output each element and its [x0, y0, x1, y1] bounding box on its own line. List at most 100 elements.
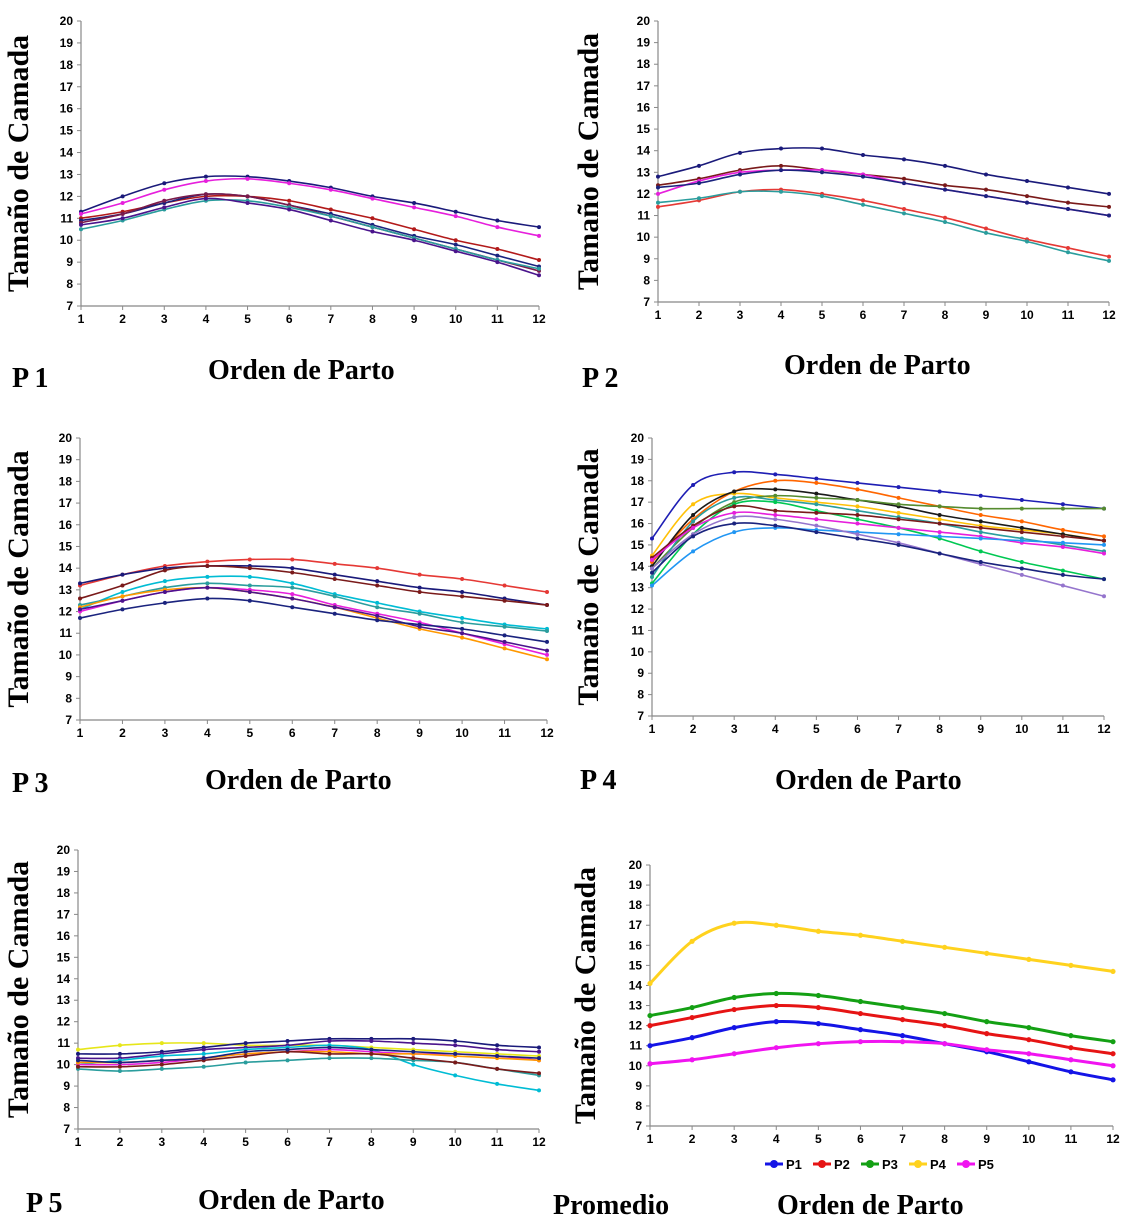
- x-tick-label: 1: [655, 308, 662, 322]
- y-tick-label: 19: [59, 453, 73, 467]
- data-point: [902, 176, 906, 181]
- series-p1-7: [79, 196, 541, 278]
- data-point: [495, 247, 500, 251]
- data-point: [76, 1047, 80, 1052]
- data-point: [647, 980, 653, 987]
- x-tick-label: 9: [410, 1135, 417, 1149]
- x-tick-label: 5: [815, 1132, 822, 1146]
- data-point: [647, 1012, 653, 1019]
- data-point: [201, 1041, 206, 1046]
- data-point: [896, 542, 901, 547]
- data-point: [815, 1041, 821, 1047]
- data-point: [1060, 568, 1065, 573]
- series-p5-8: [76, 1049, 541, 1076]
- data-point: [453, 209, 458, 214]
- y-tick-label: 17: [629, 918, 643, 932]
- chart-panel-promedio: 7 8 9 10 11 12 13 14 15 16 17 18 19 20 1 2 3 4 5 6 7 8 9 10 11 12…: [553, 830, 1121, 1221]
- data-point: [1102, 542, 1106, 547]
- data-point: [203, 174, 208, 179]
- series-line: [80, 175, 540, 228]
- data-point: [857, 1039, 864, 1045]
- x-tick-label: 1: [649, 722, 656, 736]
- data-point: [902, 181, 906, 186]
- data-point: [896, 510, 901, 515]
- y-tick-label: 7: [635, 1119, 642, 1133]
- data-point: [861, 198, 865, 203]
- data-point: [332, 561, 337, 566]
- data-point: [1107, 254, 1111, 259]
- y-tick-label: 15: [57, 950, 71, 964]
- series-line: [651, 495, 1105, 578]
- data-point: [855, 480, 860, 485]
- data-point: [978, 530, 983, 535]
- x-tick-label: 12: [1102, 308, 1116, 322]
- y-tick-label: 12: [629, 1019, 643, 1033]
- x-tick-label: 1: [647, 1132, 654, 1146]
- data-point: [1107, 258, 1111, 263]
- data-point: [537, 1088, 541, 1093]
- legend-label: P2: [834, 1157, 850, 1172]
- data-point: [120, 594, 125, 599]
- data-point: [1110, 1039, 1116, 1045]
- data-point: [942, 1023, 948, 1029]
- y-tick-label: 14: [60, 146, 74, 160]
- data-point: [375, 600, 380, 605]
- data-point: [857, 998, 864, 1005]
- data-point: [245, 176, 250, 181]
- data-point: [243, 1060, 248, 1065]
- data-point: [495, 253, 500, 258]
- x-tick-label: 5: [813, 722, 820, 736]
- data-point: [732, 521, 737, 526]
- series-p4-9: [650, 510, 1106, 562]
- data-point: [537, 273, 541, 278]
- data-point: [731, 1051, 737, 1057]
- x-tick-label: 10: [449, 1135, 463, 1149]
- data-point: [545, 657, 549, 662]
- data-point: [691, 512, 696, 517]
- series-line: [79, 565, 548, 606]
- data-point: [732, 504, 737, 509]
- data-point: [453, 1043, 458, 1048]
- series-line: [77, 1044, 540, 1092]
- x-tick-label: 8: [374, 726, 381, 740]
- data-point: [732, 495, 737, 500]
- data-point: [537, 266, 541, 271]
- data-point: [243, 1041, 248, 1046]
- series-line: [657, 188, 1110, 258]
- data-point: [689, 1004, 695, 1011]
- series-p2-4: [656, 168, 1111, 218]
- data-point: [411, 1036, 416, 1041]
- data-point: [1060, 572, 1065, 577]
- data-point: [537, 1056, 541, 1061]
- data-point: [453, 214, 458, 219]
- x-tick-label: 11: [1062, 308, 1075, 322]
- data-point: [814, 491, 819, 496]
- data-point: [814, 517, 819, 522]
- data-point: [691, 534, 696, 539]
- y-tick-label: 19: [60, 36, 74, 50]
- data-point: [117, 1060, 122, 1065]
- data-point: [1068, 962, 1074, 968]
- series-p2: [647, 1002, 1116, 1057]
- x-tick-label: 6: [286, 312, 293, 326]
- data-point: [537, 225, 541, 230]
- data-point: [773, 1045, 779, 1051]
- series-p4-7: [650, 500, 1106, 586]
- data-point: [545, 652, 549, 657]
- data-point: [453, 1051, 458, 1056]
- data-point: [691, 549, 696, 554]
- data-point: [855, 521, 860, 526]
- x-tick-label: 3: [737, 308, 744, 322]
- series-line: [79, 564, 548, 606]
- data-point: [647, 1043, 653, 1049]
- y-tick-label: 20: [637, 14, 651, 28]
- data-point: [327, 1051, 332, 1056]
- series-line: [657, 147, 1110, 195]
- data-point: [814, 502, 819, 507]
- data-point: [1068, 1069, 1074, 1075]
- y-tick-label: 16: [637, 100, 651, 114]
- data-point: [285, 1039, 290, 1044]
- data-point: [537, 257, 541, 262]
- data-point: [656, 191, 660, 196]
